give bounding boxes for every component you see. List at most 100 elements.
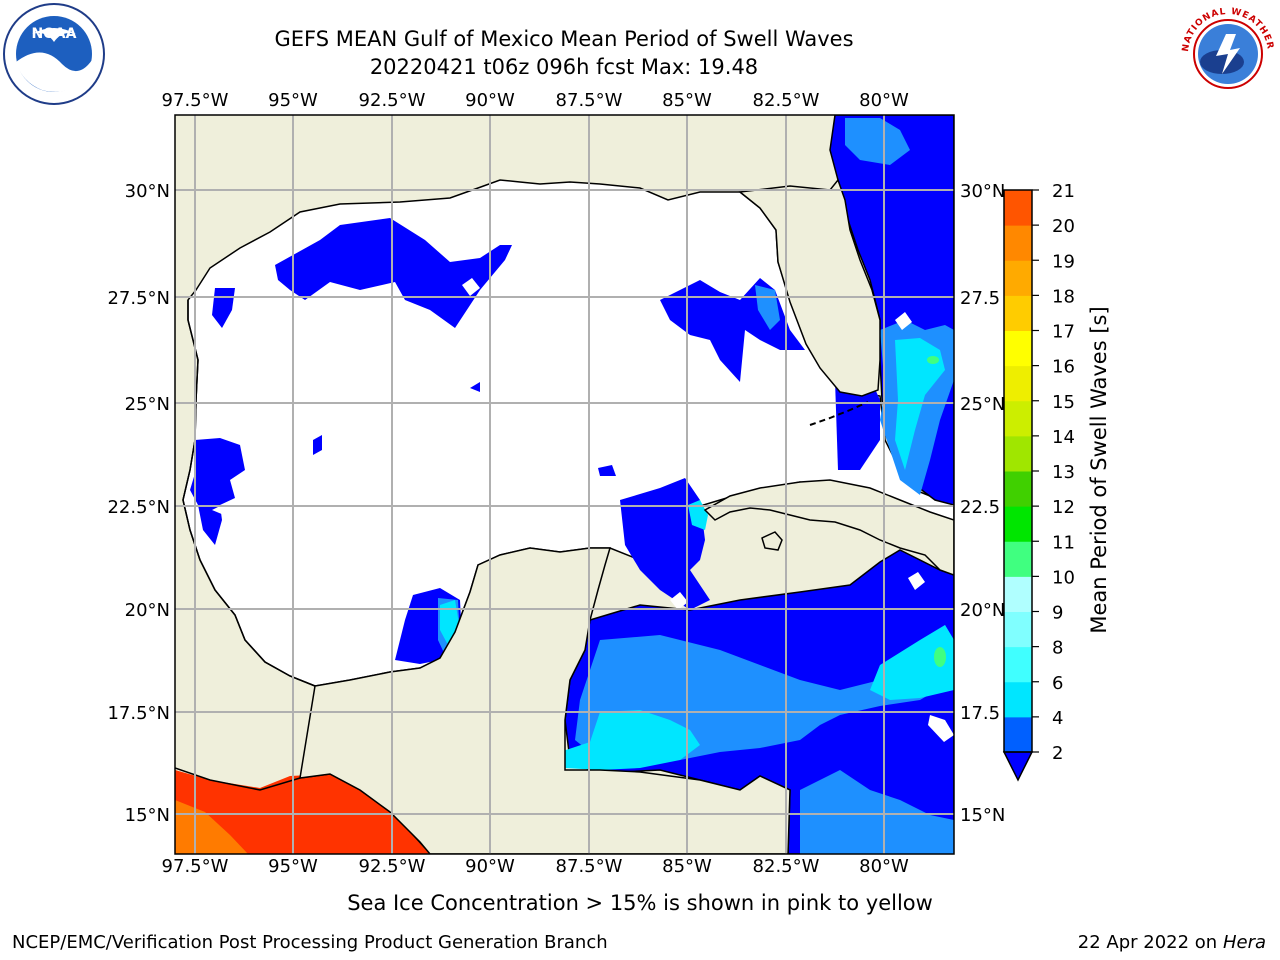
- footer-credit: NCEP/EMC/Verification Post Processing Pr…: [12, 932, 608, 953]
- colorbar-tick-label: 10: [1052, 567, 1075, 588]
- chart-subtitle: 20220421 t06z 096h fcst Max: 19.48: [369, 55, 759, 79]
- colorbar-tick-label: 14: [1052, 427, 1075, 448]
- map-frame: [174, 114, 955, 855]
- colorbar-swatch: [1004, 225, 1032, 261]
- lon-label-top: 87.5°W: [556, 90, 623, 111]
- lat-label-right: 17.5: [960, 703, 1000, 724]
- colorbar-tick-label: 17: [1052, 322, 1075, 343]
- footer-date: 22 Apr 2022 on Hera: [1078, 932, 1266, 953]
- colorbar-tick-label: 11: [1052, 532, 1075, 553]
- colorbar-swatch: [1004, 716, 1032, 753]
- swell-peak: [927, 356, 939, 364]
- lon-labels-bottom: 97.5°W 95°W 92.5°W 90°W 87.5°W 85°W 82.5°W 80°W: [162, 856, 909, 877]
- colorbar-swatch: [1004, 365, 1032, 402]
- colorbar-swatch: [1004, 681, 1032, 718]
- noaa-logo: NOAA: [3, 3, 105, 105]
- colorbar-tick-label: 2: [1052, 743, 1063, 764]
- colorbar-swatch: [1004, 576, 1032, 612]
- gap: [908, 572, 925, 590]
- lon-label-top: 92.5°W: [359, 90, 426, 111]
- colorbar-tick-label: 6: [1052, 673, 1063, 694]
- lat-label-left: 30°N: [125, 181, 170, 202]
- pacific-swell-area: [175, 770, 430, 854]
- lat-label-right: 27.5: [960, 288, 1000, 309]
- lat-label-left: 25°N: [125, 394, 170, 415]
- lat-label-left: 27.5°N: [107, 288, 170, 309]
- lat-labels-left: 30°N 27.5°N 25°N 22.5°N 20°N 17.5°N 15°N: [107, 181, 170, 826]
- lon-label-bottom: 87.5°W: [556, 856, 623, 877]
- lon-label-top: 90°W: [465, 90, 515, 111]
- colorbar-swatch: [1004, 435, 1032, 472]
- florida-keys: [809, 401, 869, 426]
- colorbar-tick-label: 4: [1052, 708, 1063, 729]
- swell-patch: [845, 118, 910, 165]
- colorbar-tick-label: 19: [1052, 251, 1075, 272]
- gap: [212, 505, 224, 515]
- lat-label-left: 15°N: [125, 805, 170, 826]
- gap: [928, 715, 954, 742]
- footer-note: Sea Ice Concentration > 15% is shown in …: [347, 891, 933, 915]
- cuba-island: [703, 479, 954, 576]
- colorbar-swatch: [1004, 541, 1032, 577]
- colorbar-swatch: [1004, 506, 1032, 542]
- lon-label-top: 80°W: [859, 90, 909, 111]
- lat-label-right: 25°N: [960, 394, 1005, 415]
- footer-date-text: 22 Apr 2022 on: [1077, 932, 1218, 953]
- lon-label-top: 85°W: [662, 90, 712, 111]
- swell-patch: [835, 378, 880, 470]
- colorbar-extend-arrow: [1002, 751, 1034, 782]
- swell-patch: [870, 625, 954, 700]
- footer-machine: Hera: [1222, 932, 1266, 953]
- gap: [895, 312, 912, 330]
- colorbar-tick-label: 21: [1052, 181, 1075, 202]
- lat-label-left: 22.5°N: [107, 497, 170, 518]
- isla-de-la-juventud: [761, 531, 783, 551]
- lat-labels-right: 30°N 27.5 25°N 22.5 20°N 17.5 15°N: [960, 181, 1005, 826]
- lat-label-right: 15°N: [960, 805, 1005, 826]
- swell-patch: [470, 382, 480, 392]
- lon-label-bottom: 92.5°W: [359, 856, 426, 877]
- colorbar: 2 4 6 8 9 10 11 12 13 14 15 16 17 18 19 20 21: [1002, 181, 1075, 782]
- lon-label-bottom: 97.5°W: [162, 856, 229, 877]
- colorbar-tick-label: 8: [1052, 638, 1063, 659]
- colorbar-tick-label: 20: [1052, 216, 1075, 237]
- swell-patch: [313, 435, 322, 455]
- lon-label-top: 97.5°W: [162, 90, 229, 111]
- chart-title: GEFS MEAN Gulf of Mexico Mean Period of …: [274, 27, 854, 51]
- gap: [462, 278, 480, 296]
- colorbar-swatch: [1004, 260, 1032, 296]
- lon-label-top: 95°W: [268, 90, 318, 111]
- lat-label-left: 20°N: [125, 600, 170, 621]
- colorbar-tick-label: 13: [1052, 462, 1075, 483]
- map-grid: [175, 115, 954, 854]
- lon-labels-top: 97.5°W 95°W 92.5°W 90°W 87.5°W 85°W 82.5°W 80°W: [162, 90, 909, 111]
- lon-label-top: 82.5°W: [753, 90, 820, 111]
- florida-peninsula: [738, 178, 881, 397]
- colorbar-tick-label: 18: [1052, 286, 1075, 307]
- lat-label-left: 17.5°N: [107, 703, 170, 724]
- peak-swell-marks: [927, 356, 946, 667]
- lat-label-right: 22.5: [960, 497, 1000, 518]
- colorbar-swatch: [1004, 190, 1032, 226]
- swell-patch: [688, 500, 708, 530]
- swell-peak: [934, 647, 946, 667]
- swell-patch: [560, 710, 700, 770]
- swell-patch: [190, 438, 245, 545]
- yucatan-central-america: [299, 547, 791, 854]
- map-plot-area: [175, 115, 954, 854]
- swell-patch: [598, 465, 616, 476]
- colorbar-swatch: [1004, 471, 1032, 507]
- colorbar-swatch: [1004, 400, 1032, 437]
- lat-label-right: 20°N: [960, 600, 1005, 621]
- swell-patch: [275, 218, 512, 328]
- colorbar-tick-label: 9: [1052, 603, 1063, 624]
- lon-label-bottom: 85°W: [662, 856, 712, 877]
- lon-label-bottom: 80°W: [859, 856, 909, 877]
- colorbar-swatch: [1004, 295, 1032, 331]
- swell-patch: [800, 770, 954, 854]
- colorbar-swatch: [1004, 611, 1032, 648]
- lon-label-bottom: 82.5°W: [753, 856, 820, 877]
- colorbar-swatch: [1004, 646, 1032, 683]
- colorbar-label: Mean Period of Swell Waves [s]: [1087, 306, 1111, 633]
